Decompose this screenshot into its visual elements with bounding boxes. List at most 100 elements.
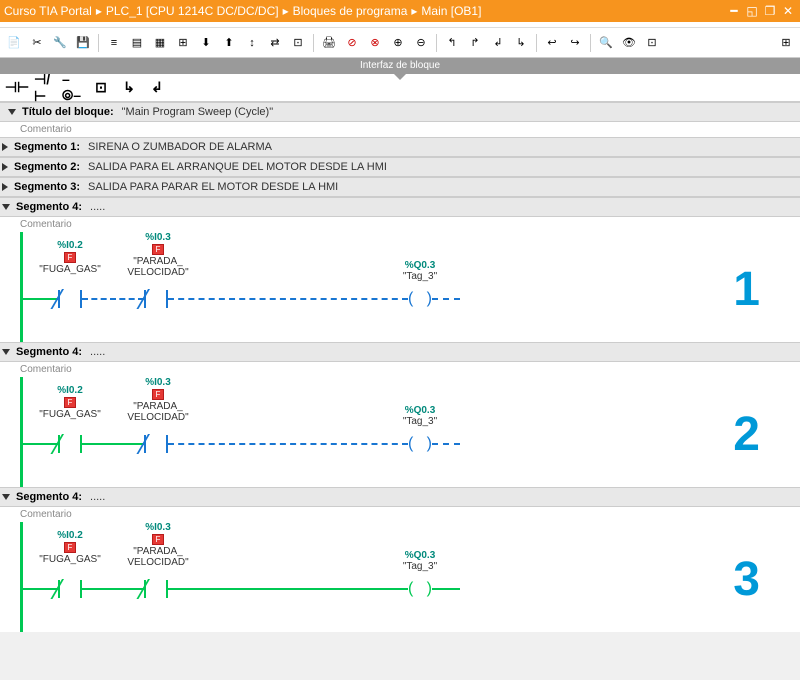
collapse-toggle-icon[interactable] [2,494,10,500]
segment-comment[interactable]: Comentario [0,217,800,232]
toolbar-button[interactable]: ⬆ [219,33,239,53]
toolbar-button[interactable]: ↱ [465,33,485,53]
toolbar-button[interactable]: ▦ [150,33,170,53]
block-title-label: Título del bloque: [22,106,114,118]
toolbar-button[interactable]: ↩ [542,33,562,53]
segment-description: ..... [90,346,105,358]
branch-open-icon[interactable]: ↳ [118,78,140,98]
expand-toggle-icon[interactable] [2,183,8,191]
contact-element[interactable]: %I0.3 F "PARADA_ VELOCIDAD" [118,232,198,278]
tag-label: VELOCIDAD" [118,557,198,568]
toolbar-button[interactable]: ⬇ [196,33,216,53]
toolbar-button[interactable]: ⊕ [388,33,408,53]
maximize-icon[interactable]: ◱ [744,3,760,19]
tag-label: VELOCIDAD" [118,412,198,423]
address-label: %I0.2 [30,385,110,396]
segment-comment[interactable]: Comentario [0,507,800,522]
restore-icon[interactable]: ❐ [762,3,778,19]
toolbar-button[interactable]: 🖨 [319,33,339,53]
address-label: %Q0.3 [380,260,460,271]
address-label: %I0.3 [118,522,198,533]
wire [168,588,408,590]
annotation-number: 3 [733,552,760,607]
coil-element[interactable]: %Q0.3 "Tag_3" [380,550,460,572]
interface-bar[interactable]: Interfaz de bloque [0,58,800,74]
toolbar-button[interactable]: ⊘ [342,33,362,53]
branch-close-icon[interactable]: ↲ [146,78,168,98]
breadcrumb-arrow-icon: ▸ [411,4,417,18]
collapse-toggle-icon[interactable] [2,349,10,355]
expand-toggle-icon[interactable] [2,163,8,171]
expand-toggle-icon[interactable] [2,143,8,151]
coil-icon[interactable]: –⦾– [62,78,84,98]
toolbar-button[interactable]: ↰ [442,33,462,53]
ladder-network[interactable]: 3 %I0.2 F "FUGA_GAS" %I0.3 F "PARADA_ VE… [0,522,800,632]
block-comment[interactable]: Comentario [0,122,800,137]
nc-contact-icon [144,435,168,453]
segment-description: SALIDA PARA EL ARRANQUE DEL MOTOR DESDE … [88,161,387,173]
toolbar-button[interactable]: ✂ [27,33,47,53]
nc-contact-icon [58,580,82,598]
ladder-network[interactable]: 1 %I0.2 F "FUGA_GAS" %I0.3 F "PARADA_ VE… [0,232,800,342]
toolbar-button[interactable]: ≡ [104,33,124,53]
toolbar-button[interactable]: ▤ [127,33,147,53]
toolbar-button[interactable]: 📄 [4,33,24,53]
collapse-toggle-icon[interactable] [2,204,10,210]
wire [23,443,58,445]
toolbar-button[interactable]: 💾 [73,33,93,53]
segment-row: Segmento 3: SALIDA PARA PARAR EL MOTOR D… [0,177,800,197]
toolbar-button[interactable]: ↲ [488,33,508,53]
contact-element[interactable]: %I0.2 F "FUGA_GAS" [30,240,110,275]
address-label: %I0.3 [118,232,198,243]
segment-row: Segmento 1: SIRENA O ZUMBADOR DE ALARMA [0,137,800,157]
nc-contact-icon [144,580,168,598]
tag-label: "Tag_3" [380,561,460,572]
toolbar-button[interactable]: ⇄ [265,33,285,53]
no-contact-icon[interactable]: ⊣⊢ [6,78,28,98]
toolbar-button[interactable]: ↳ [511,33,531,53]
contact-element[interactable]: %I0.3 F "PARADA_ VELOCIDAD" [118,377,198,423]
wire [168,443,408,445]
tag-label: "PARADA_ [118,546,198,557]
toolbar-button[interactable]: ⊖ [411,33,431,53]
contact-element[interactable]: %I0.2 F "FUGA_GAS" [30,530,110,565]
toolbar-button[interactable]: ⊡ [642,33,662,53]
contact-element[interactable]: %I0.2 F "FUGA_GAS" [30,385,110,420]
annotation-number: 1 [733,262,760,317]
breadcrumb-part[interactable]: Bloques de programa [293,4,408,18]
segment-comment[interactable]: Comentario [0,362,800,377]
toolbar-button[interactable]: ⊗ [365,33,385,53]
minimize-icon[interactable]: ━ [726,3,742,19]
breadcrumb-arrow-icon: ▸ [96,4,102,18]
coil-element[interactable]: %Q0.3 "Tag_3" [380,260,460,282]
tag-label: "FUGA_GAS" [30,264,110,275]
force-flag-icon: F [64,397,77,408]
toolbar-button[interactable]: 🔍 [596,33,616,53]
tag-label: "FUGA_GAS" [30,409,110,420]
ladder-network[interactable]: 2 %I0.2 F "FUGA_GAS" %I0.3 F "PARADA_ VE… [0,377,800,487]
toolbar-button[interactable]: ↕ [242,33,262,53]
toolbar-button[interactable]: ↪ [565,33,585,53]
close-icon[interactable]: ✕ [780,3,796,19]
wire [168,298,408,300]
tag-label: "PARADA_ [118,256,198,267]
force-flag-icon: F [64,252,77,263]
box-icon[interactable]: ⊡ [90,78,112,98]
title-bar: Curso TIA Portal ▸ PLC_1 [CPU 1214C DC/D… [0,0,800,22]
nc-contact-icon[interactable]: ⊣/⊢ [34,78,56,98]
breadcrumb-part[interactable]: PLC_1 [CPU 1214C DC/DC/DC] [106,4,279,18]
segment-row: Segmento 4: ..... [0,197,800,217]
toolbar-side-button[interactable]: ⊞ [776,33,796,53]
contact-element[interactable]: %I0.3 F "PARADA_ VELOCIDAD" [118,522,198,568]
segment-description: SALIDA PARA PARAR EL MOTOR DESDE LA HMI [88,181,338,193]
segment-label: Segmento 4: [16,201,82,213]
breadcrumb-part[interactable]: Curso TIA Portal [4,4,92,18]
toolbar-button[interactable]: ⊞ [173,33,193,53]
coil-element[interactable]: %Q0.3 "Tag_3" [380,405,460,427]
address-label: %I0.3 [118,377,198,388]
toolbar-button[interactable]: 👁 [619,33,639,53]
collapse-toggle-icon[interactable] [8,109,16,115]
toolbar-button[interactable]: ⊡ [288,33,308,53]
toolbar-button[interactable]: 🔧 [50,33,70,53]
breadcrumb-part[interactable]: Main [OB1] [421,4,481,18]
